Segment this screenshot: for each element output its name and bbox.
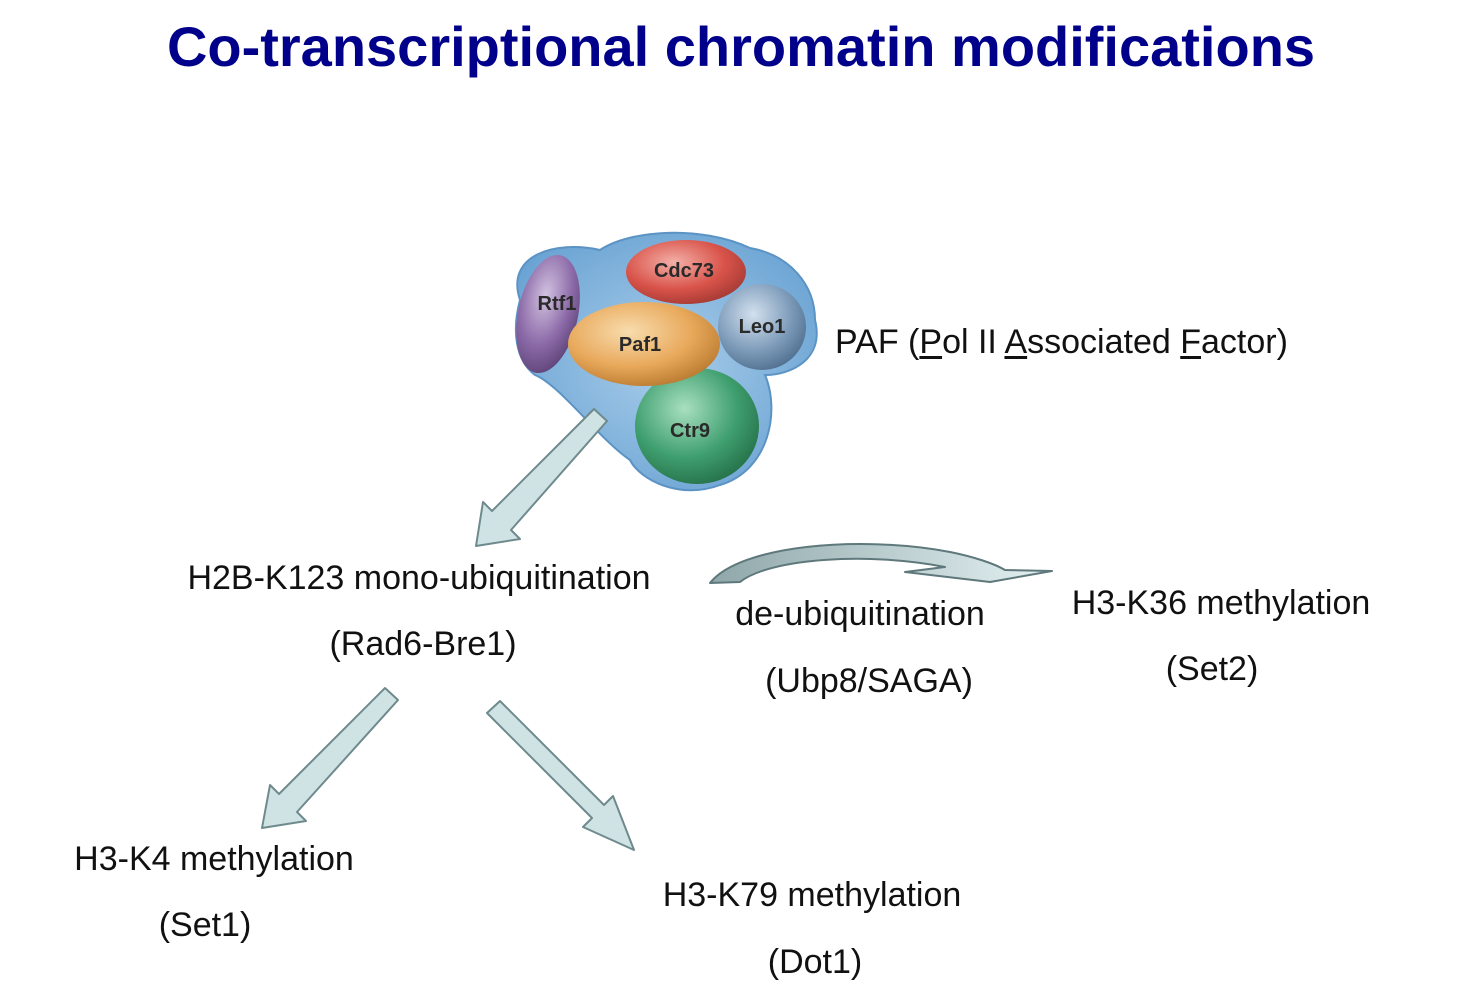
ctr9-label: Ctr9 xyxy=(670,420,710,442)
paf-label-f: F xyxy=(1180,323,1201,361)
cdc73-label: Cdc73 xyxy=(654,260,714,282)
h3k4-methylation-label: H3-K4 methylation xyxy=(74,840,354,878)
paf-full-name-label: PAF (Pol II Associated Factor) xyxy=(835,325,1288,359)
paf-label-a: A xyxy=(1004,323,1028,361)
paf-label-ol-ii: ol II xyxy=(942,323,1005,361)
arrow-h2b-to-h3k79 xyxy=(486,700,635,851)
slide-title: Co-transcriptional chromatin modificatio… xyxy=(166,15,1316,78)
paf-complex-illustration: Cdc73 Rtf1 Paf1 Leo1 Ctr9 xyxy=(514,231,818,492)
rad6-bre1-label: (Rad6-Bre1) xyxy=(329,625,517,663)
paf1-label: Paf1 xyxy=(619,334,661,356)
set1-label: (Set1) xyxy=(158,906,252,944)
ctr9-subunit xyxy=(635,368,759,484)
arrow-paf-to-h2b xyxy=(475,408,608,547)
h2b-ubiquitination-label: H2B-K123 mono-ubiquitination xyxy=(187,559,651,597)
arrow-h2b-to-h3k4 xyxy=(261,687,399,829)
rtf1-subunit xyxy=(516,254,580,374)
leo1-subunit xyxy=(718,284,806,370)
paf-label-actor: actor) xyxy=(1201,323,1288,361)
paf1-subunit xyxy=(568,302,720,386)
paf-label-p: P xyxy=(919,323,943,361)
leo1-label: Leo1 xyxy=(739,316,786,338)
curved-arrow-deubiquitination xyxy=(709,543,1053,584)
deubiquitination-label: de-ubiquitination xyxy=(735,595,985,633)
paf-label-ssociated: ssociated xyxy=(1027,323,1181,361)
dot1-label: (Dot1) xyxy=(767,943,863,981)
h3k36-methylation-label: H3-K36 methylation xyxy=(1071,584,1371,622)
ubp8-saga-label: (Ubp8/SAGA) xyxy=(765,662,973,700)
h3k79-methylation-label: H3-K79 methylation xyxy=(662,876,962,914)
rtf1-label: Rtf1 xyxy=(538,293,577,315)
paf-label-prefix: PAF ( xyxy=(835,323,920,361)
set2-label: (Set2) xyxy=(1165,650,1259,688)
cdc73-subunit xyxy=(626,240,746,304)
